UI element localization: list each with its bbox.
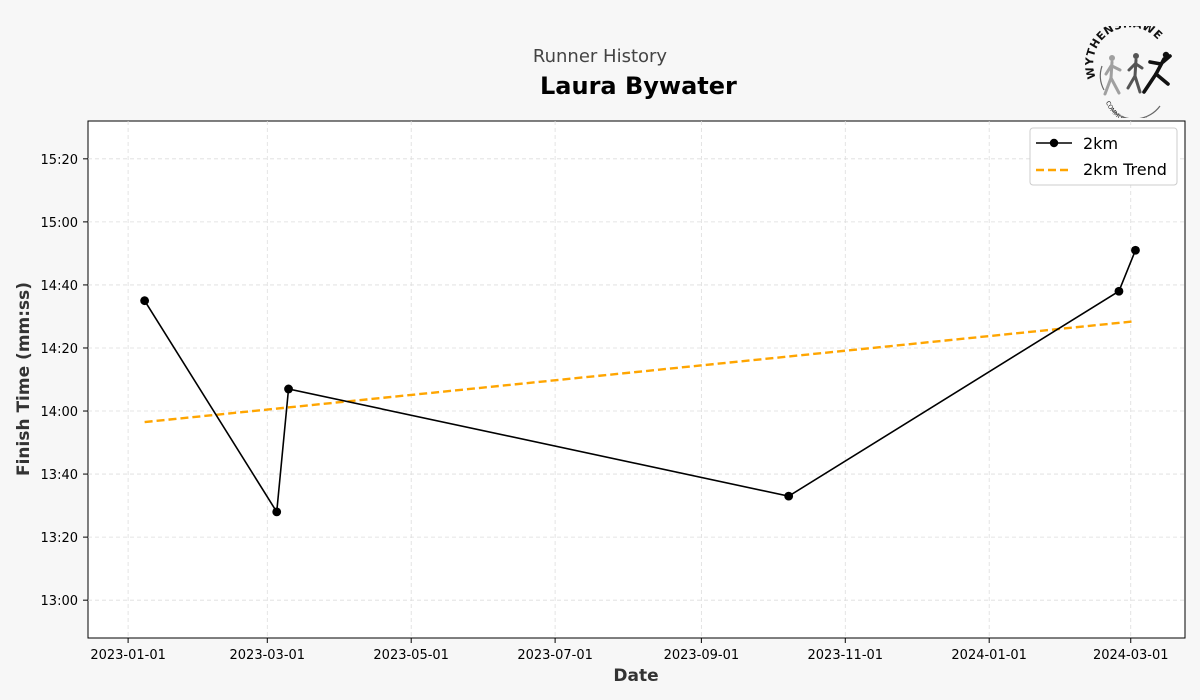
svg-text:WYTHENSHAWE: WYTHENSHAWE: [1084, 26, 1165, 80]
chart-title: Laura Bywater: [540, 72, 737, 100]
legend: 2km 2km Trend: [1029, 127, 1178, 186]
y-tick-label: 15:00: [41, 216, 78, 231]
data-point-2km: [140, 296, 150, 306]
gridlines: [88, 121, 1185, 638]
x-axis-label: Date: [613, 666, 658, 686]
logo-top-text: WYTHENSHAWE: [1084, 26, 1165, 80]
y-tick-label: 15:20: [41, 153, 78, 168]
series-line-2km: [143, 249, 1137, 515]
y-tick-label: 13:40: [41, 468, 78, 483]
x-tick-label: 2023-09-01: [664, 648, 740, 663]
legend-label-2km: 2km: [1083, 134, 1118, 153]
x-tick-label: 2023-07-01: [517, 648, 593, 663]
x-tick-label: 2024-03-01: [1093, 648, 1169, 663]
runner-figure-3: [1142, 51, 1172, 94]
data-point-2km: [284, 384, 293, 394]
svg-text:COMMUNITY RUN: COMMUNITY RUN: [1104, 100, 1149, 118]
legend-marker-2km: [1049, 138, 1059, 148]
runner-figure-1: [1103, 55, 1122, 96]
x-tick-label: 2023-03-01: [230, 648, 306, 663]
data-point-2km: [784, 491, 794, 501]
wythenshawe-community-run-logo: WYTHENSHAWE COMMUNITY RUN: [1084, 26, 1172, 118]
x-tick-label: 2023-05-01: [373, 648, 449, 663]
x-axis-ticks: 2023-01-01 2023-03-01 2023-05-01 2023-07-01…: [90, 638, 1169, 663]
data-point-2km: [1114, 286, 1124, 296]
y-tick-label: 13:00: [41, 594, 78, 609]
x-tick-label: 2024-01-01: [951, 648, 1027, 663]
y-tick-label: 14:40: [41, 279, 78, 294]
series-layer: [140, 245, 1140, 517]
y-tick-label: 14:20: [41, 342, 78, 357]
y-tick-label: 14:00: [41, 405, 78, 420]
data-point-2km: [1131, 245, 1140, 255]
y-axis-ticks: 13:00 13:20 13:40 14:00 14:20 14:40 15:00 15:20: [41, 153, 88, 609]
plot-background: [87, 120, 1186, 639]
y-tick-label: 13:20: [41, 531, 78, 546]
x-tick-label: 2023-11-01: [808, 648, 884, 663]
logo-bottom-text: COMMUNITY RUN: [1104, 100, 1149, 118]
y-axis-label: Finish Time (mm:ss): [14, 282, 34, 476]
trend-line-2km: [144, 319, 1136, 424]
x-tick-label: 2023-01-01: [90, 648, 166, 663]
legend-label-trend: 2km Trend: [1083, 160, 1167, 179]
data-point-2km: [272, 507, 282, 517]
runner-figure-2: [1126, 53, 1144, 94]
chart-subtitle: Runner History: [532, 46, 668, 67]
